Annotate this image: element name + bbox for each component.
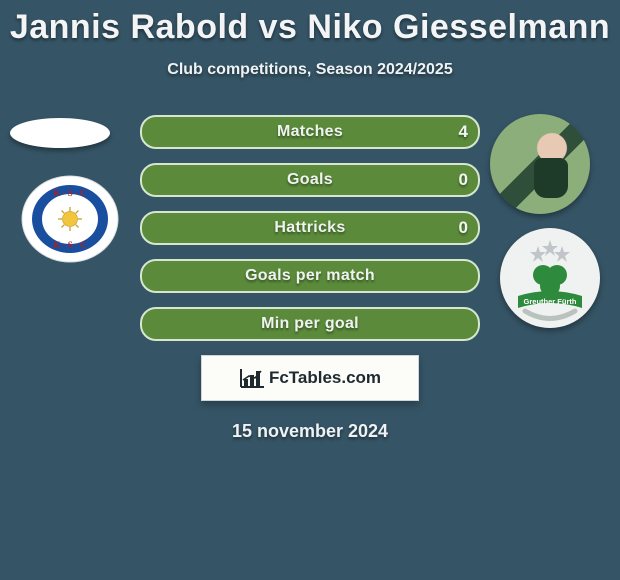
date: 15 november 2024 xyxy=(0,421,620,442)
stat-bar-goals: Goals 0 xyxy=(140,163,480,197)
stats-area: Matches 4 Goals 0 Hattricks 0 Goals per … xyxy=(0,115,620,442)
stat-bar-min-per-goal: Min per goal xyxy=(140,307,480,341)
stat-value: 0 xyxy=(459,218,468,238)
stat-bar-goals-per-match: Goals per match xyxy=(140,259,480,293)
stat-label: Goals per match xyxy=(142,267,478,285)
stat-bars: Matches 4 Goals 0 Hattricks 0 Goals per … xyxy=(140,115,480,341)
brand-chart-icon xyxy=(239,367,265,389)
subtitle: Club competitions, Season 2024/2025 xyxy=(0,61,620,79)
brand-text: FcTables.com xyxy=(269,368,381,388)
stat-bar-hattricks: Hattricks 0 xyxy=(140,211,480,245)
stat-label: Min per goal xyxy=(142,315,478,333)
page-title: Jannis Rabold vs Niko Giesselmann xyxy=(0,0,620,47)
stat-value: 4 xyxy=(459,122,468,142)
stat-value: 0 xyxy=(459,170,468,190)
stat-bar-matches: Matches 4 xyxy=(140,115,480,149)
comparison-card: Jannis Rabold vs Niko Giesselmann Club c… xyxy=(0,0,620,580)
brand-box: FcTables.com xyxy=(201,355,419,401)
stat-label: Hattricks xyxy=(142,219,478,237)
stat-label: Goals xyxy=(142,171,478,189)
stat-label: Matches xyxy=(142,123,478,141)
